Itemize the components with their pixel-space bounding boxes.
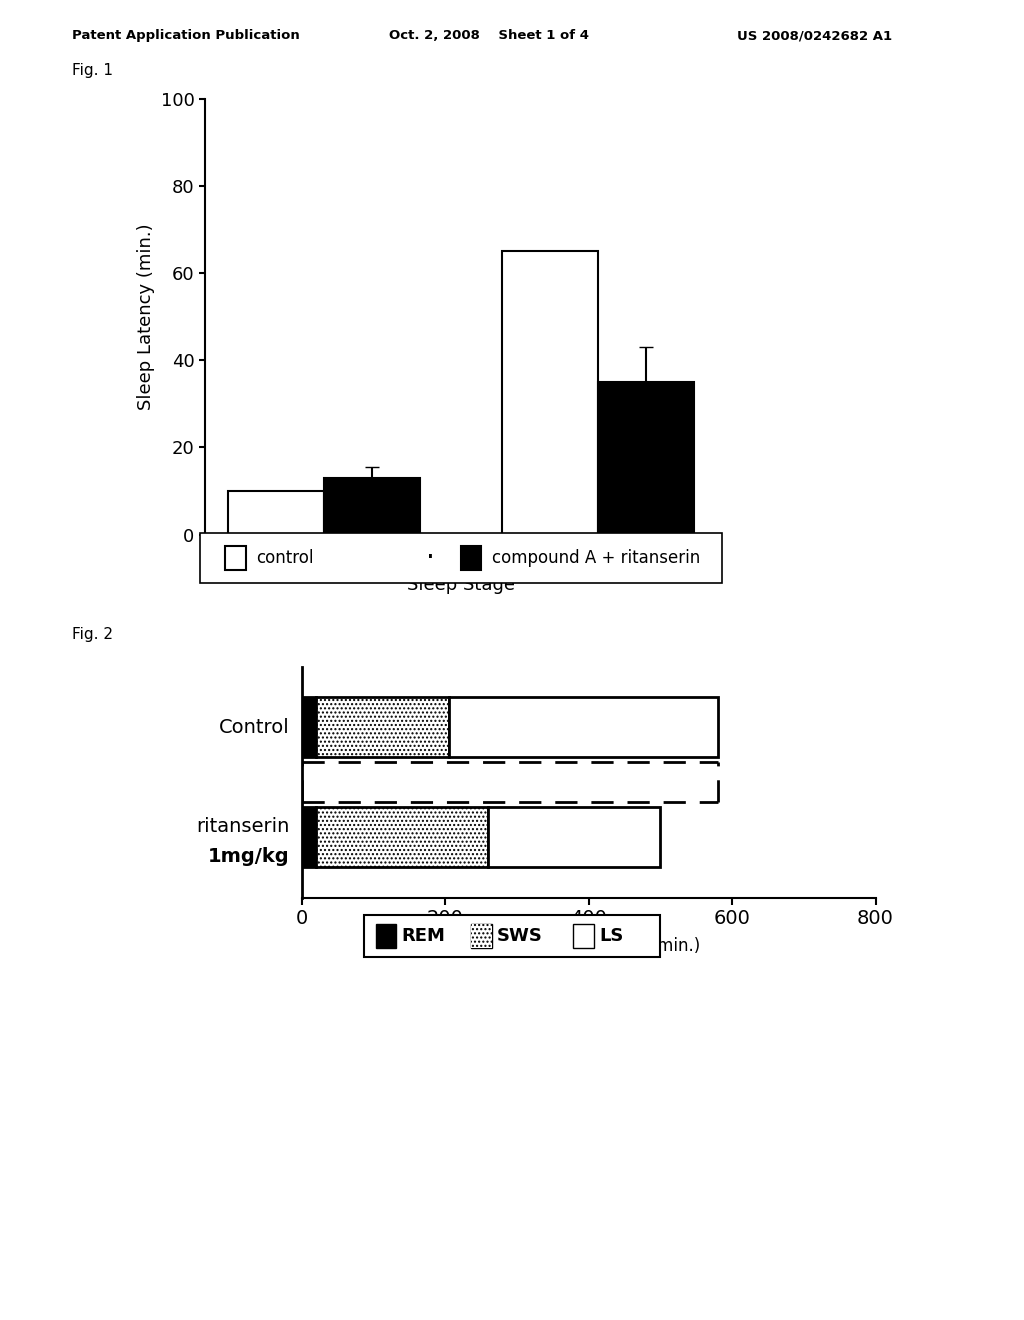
Text: Fig. 1: Fig. 1 (72, 63, 113, 78)
Text: US 2008/0242682 A1: US 2008/0242682 A1 (737, 29, 892, 42)
Text: LS: LS (599, 927, 624, 945)
Text: control: control (256, 549, 313, 568)
Bar (449, 697, 718, 758)
Bar (324, 478, 420, 535)
X-axis label: Total Sleep Duration (min.): Total Sleep Duration (min.) (477, 937, 700, 954)
Text: Oct. 2, 2008    Sheet 1 of 4: Oct. 2, 2008 Sheet 1 of 4 (389, 29, 589, 42)
Bar (302, 697, 316, 758)
Text: SWS: SWS (497, 927, 543, 945)
Text: compound A + ritanserin: compound A + ritanserin (492, 549, 699, 568)
Bar (316, 697, 449, 758)
Bar (302, 807, 316, 867)
Text: REM: REM (401, 927, 445, 945)
Bar (488, 807, 660, 867)
Text: 1mg/kg: 1mg/kg (208, 847, 289, 866)
Text: ritanserin: ritanserin (196, 817, 289, 836)
Text: ·: · (426, 544, 434, 573)
Text: Patent Application Publication: Patent Application Publication (72, 29, 299, 42)
Bar (502, 251, 598, 535)
Bar (598, 383, 693, 535)
Text: Control: Control (218, 718, 289, 737)
Text: Fig. 2: Fig. 2 (72, 627, 113, 642)
Bar (316, 807, 488, 867)
Y-axis label: Sleep Latency (min.): Sleep Latency (min.) (137, 223, 155, 411)
Bar (228, 491, 324, 535)
X-axis label: Sleep Stage: Sleep Stage (407, 576, 515, 594)
